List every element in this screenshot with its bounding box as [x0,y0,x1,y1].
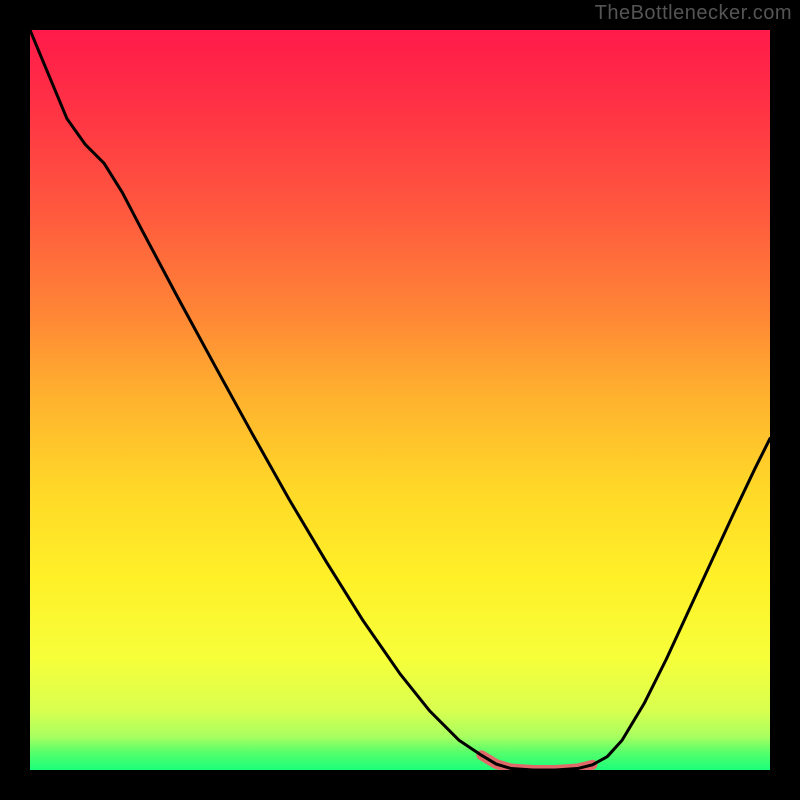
gradient-background [30,30,770,770]
watermark-text: TheBottlenecker.com [595,2,792,25]
chart-plot-area [30,30,770,770]
